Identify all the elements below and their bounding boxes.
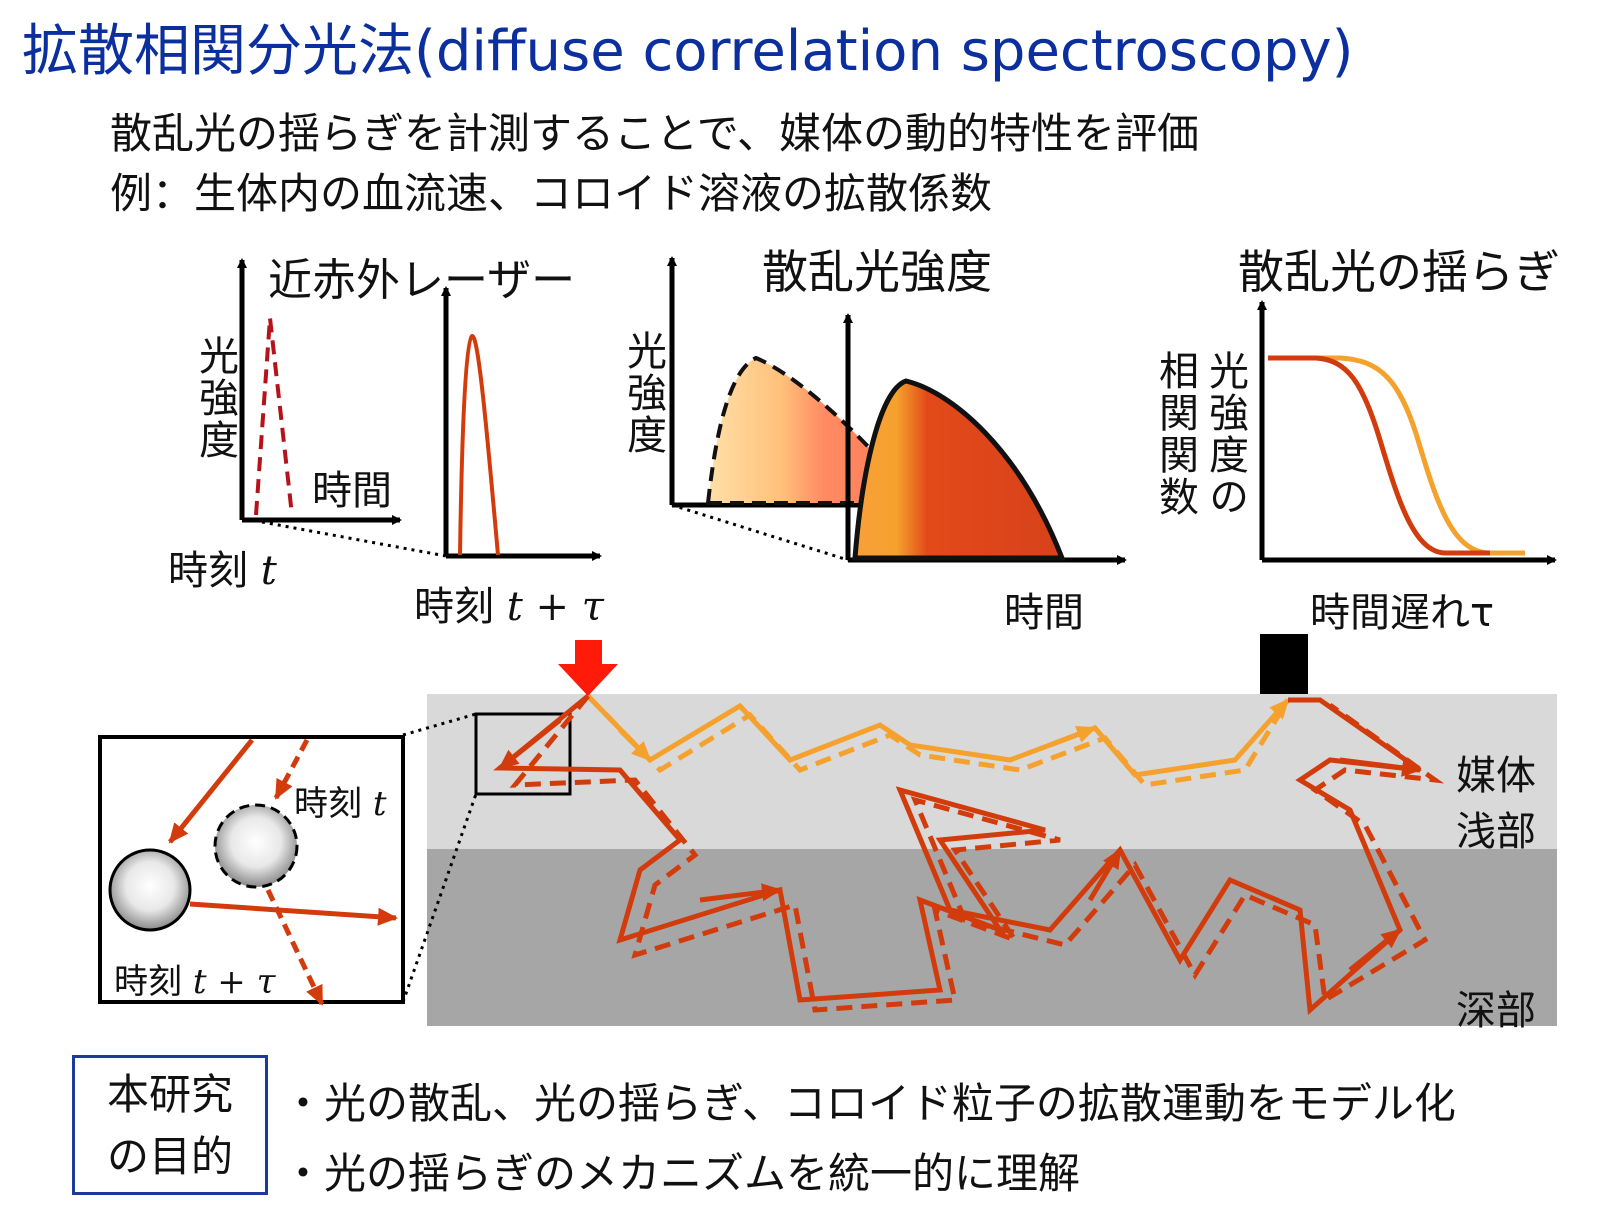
medium-deep-layer	[427, 849, 1557, 1026]
shallow-arrow-b	[1049, 725, 1097, 748]
subtitle-line-2: 例：生体内の血流速、コロイド溶液の拡散係数	[110, 169, 993, 218]
inset-time-t-tau: 時刻 t + τ	[114, 962, 276, 1002]
inset	[98, 735, 405, 1006]
fluct-x-label: 時間遅れτ	[1310, 590, 1495, 636]
laser-pulse-solid	[458, 333, 500, 556]
laser-y-label: 光強度	[192, 335, 238, 461]
source-arrow	[558, 640, 618, 696]
particle-t	[213, 803, 299, 889]
zoom-box	[474, 712, 572, 796]
laser-title: 近赤外レーザー	[268, 255, 576, 306]
deep-arrow-e	[1339, 757, 1422, 777]
medium-shallow-label: 媒体 浅部	[1456, 753, 1536, 855]
scatter-title: 散乱光強度	[762, 245, 992, 299]
laser-panel	[237, 258, 602, 561]
purpose-box: 本研究 の目的	[72, 1055, 268, 1195]
corr-curve-red	[1268, 355, 1490, 556]
scatter-y-label: 光強度	[620, 330, 666, 456]
laser-time-t-tau: 時刻 t + τ	[414, 584, 604, 630]
deep-arrow-b	[699, 883, 782, 903]
laser-pulse-dashed	[254, 317, 294, 516]
laser-time-t: 時刻 t	[168, 548, 277, 594]
inset-time-t: 時刻 t	[294, 784, 387, 824]
purpose-bullet-1: ・光の散乱、光の揺らぎ、コロイド粒子の拡散運動をモデル化	[282, 1079, 1456, 1128]
fluct-y-label-1: 光強度の	[1202, 350, 1248, 518]
correlation-panel	[1257, 300, 1557, 565]
laser-link-dots	[261, 520, 447, 558]
inset-ray-out-solid	[189, 901, 398, 926]
scatter-link-dots	[671, 503, 849, 562]
scatter-curve-solid	[852, 378, 1066, 561]
path-deep-dashed	[509, 694, 1445, 1013]
corr-curve-orange	[1268, 355, 1525, 556]
subtitle-line-1: 散乱光の揺らぎを計測することで、媒体の動的特性を評価	[110, 109, 1200, 158]
fluct-title: 散乱光の揺らぎ	[1238, 245, 1560, 299]
deep-arrow-c	[1087, 848, 1123, 902]
purpose-bullet-2: ・光の揺らぎのメカニズムを統一的に理解	[282, 1149, 1081, 1198]
page-title: 拡散相関分光法(diffuse correlation spectroscopy…	[22, 19, 1354, 84]
path-shallow-dashed	[586, 694, 1291, 788]
path-deep-solid	[493, 694, 1422, 1016]
shallow-arrow-a	[618, 728, 652, 762]
inset-ray-out-dashed	[265, 888, 325, 1006]
inset-ray-in-dashed	[273, 738, 310, 800]
scatter-panel	[667, 256, 1127, 565]
particle-t-tau	[108, 848, 192, 932]
detector	[1260, 634, 1308, 694]
medium-deep-label: 深部	[1456, 988, 1536, 1034]
purpose-box-line-1: 本研究	[106, 1070, 233, 1119]
path-shallow-solid	[586, 694, 1290, 778]
scatter-x-label: 時間	[1004, 590, 1084, 636]
laser-x-label: 時間	[312, 468, 392, 514]
deep-arrow-a	[498, 718, 562, 770]
purpose-box-line-2: の目的	[106, 1132, 233, 1181]
deep-arrow-d	[1348, 928, 1402, 972]
inset-ray-in-solid	[168, 738, 254, 844]
fluct-y-label-2: 相関関数	[1152, 350, 1198, 518]
medium	[401, 634, 1557, 1026]
